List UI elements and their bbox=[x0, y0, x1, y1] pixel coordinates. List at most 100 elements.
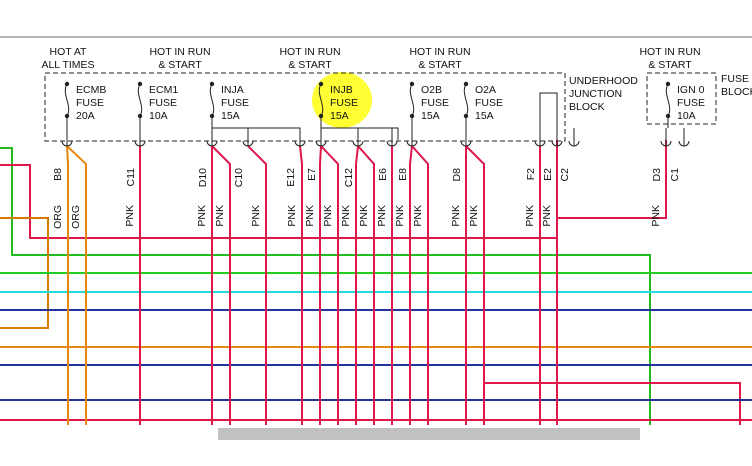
pin-label: F2 bbox=[525, 168, 537, 180]
fuse-label: 10A bbox=[149, 110, 168, 122]
header-text: ALL TIMES bbox=[41, 59, 94, 71]
wire bbox=[409, 145, 413, 425]
wire-color-label: PNK bbox=[376, 205, 388, 227]
wire-color-label: PNK bbox=[541, 205, 553, 227]
pin-label: C11 bbox=[125, 168, 137, 187]
fuse-terminal bbox=[463, 81, 469, 87]
pin-label: D8 bbox=[451, 168, 463, 182]
wire bbox=[357, 145, 375, 425]
wire bbox=[320, 145, 339, 425]
fuse-terminal bbox=[409, 81, 415, 87]
wire-color-label: PNK bbox=[524, 205, 536, 227]
fuse-label: O2A bbox=[475, 84, 496, 96]
pin-label: E8 bbox=[397, 168, 409, 181]
fuse-label: FUSE bbox=[76, 97, 104, 109]
fuse-label: 20A bbox=[76, 110, 95, 122]
wire-color-label: PNK bbox=[340, 205, 352, 227]
pin-label: E6 bbox=[377, 168, 389, 181]
header-text: HOT IN RUN bbox=[639, 46, 700, 58]
wire-color-label: PNK bbox=[358, 205, 370, 227]
wire bbox=[411, 145, 429, 425]
pin-label: D3 bbox=[651, 168, 663, 182]
scrollbar-thumb[interactable] bbox=[218, 428, 640, 440]
fuse-symbol bbox=[209, 83, 215, 128]
block-label: BLOCK bbox=[569, 101, 605, 113]
fuse-label: ECMB bbox=[76, 84, 106, 96]
fuse-symbol bbox=[137, 83, 143, 128]
fuse-label: 15A bbox=[221, 110, 240, 122]
pin-label: E7 bbox=[306, 168, 318, 181]
fuse-terminal bbox=[318, 113, 324, 119]
wire-color-label: PNK bbox=[322, 205, 334, 227]
fuse-terminal bbox=[137, 113, 143, 119]
wire bbox=[66, 145, 87, 425]
header-text: HOT AT bbox=[50, 46, 88, 58]
pin-label: B8 bbox=[52, 168, 64, 181]
wire-color-label: PNK bbox=[286, 205, 298, 227]
fuse-terminal bbox=[409, 113, 415, 119]
fuse-label: 10A bbox=[677, 110, 696, 122]
wire bbox=[211, 145, 231, 425]
fuse-label: ECM1 bbox=[149, 84, 178, 96]
fuse-terminal bbox=[209, 113, 215, 119]
highlight bbox=[312, 72, 372, 128]
wire-color-label: ORG bbox=[70, 205, 82, 229]
header-text: & START bbox=[418, 59, 462, 71]
fuse-symbol bbox=[409, 83, 415, 128]
block-label: UNDERHOOD bbox=[569, 75, 638, 87]
wire bbox=[355, 145, 359, 425]
wire bbox=[299, 145, 303, 425]
header-text: HOT IN RUN bbox=[279, 46, 340, 58]
fuse-label: FUSE bbox=[421, 97, 449, 109]
fuse-label: O2B bbox=[421, 84, 442, 96]
fuse-symbol bbox=[463, 83, 469, 128]
pin-label: C12 bbox=[343, 168, 355, 187]
fuse-terminal bbox=[64, 113, 70, 119]
fuse-label: INJB bbox=[330, 84, 353, 96]
wire-color-label: PNK bbox=[196, 205, 208, 227]
pin-label: C10 bbox=[233, 168, 245, 187]
fuse-symbol bbox=[665, 83, 671, 128]
fuse-label: FUSE bbox=[330, 97, 358, 109]
wire-color-label: ORG bbox=[52, 205, 64, 229]
fuse-terminal bbox=[137, 81, 143, 87]
fuse-label: FUSE bbox=[221, 97, 249, 109]
header-text: HOT IN RUN bbox=[149, 46, 210, 58]
background-wires bbox=[0, 92, 752, 425]
block-label: BLOCK bbox=[721, 86, 752, 98]
wire bbox=[319, 145, 322, 425]
wire-color-label: PNK bbox=[650, 205, 662, 227]
pin-label: C1 bbox=[669, 168, 681, 182]
wire bbox=[66, 145, 69, 425]
fuse-label: FUSE bbox=[475, 97, 503, 109]
pin-label: E12 bbox=[285, 168, 297, 187]
block-label: FUSE bbox=[721, 73, 749, 85]
fuse-label: 15A bbox=[421, 110, 440, 122]
fuse-label: IGN 0 bbox=[677, 84, 705, 96]
fuse-terminal bbox=[318, 81, 324, 87]
header-text: & START bbox=[648, 59, 692, 71]
header-text: & START bbox=[158, 59, 202, 71]
fuse-terminal bbox=[463, 113, 469, 119]
wire-color-label: PNK bbox=[468, 205, 480, 227]
fuse-label: FUSE bbox=[677, 97, 705, 109]
fuse-label: 15A bbox=[330, 110, 349, 122]
wire-color-label: PNK bbox=[412, 205, 424, 227]
wire-color-label: PNK bbox=[214, 205, 226, 227]
pin-label: C2 bbox=[559, 168, 571, 182]
wire-color-label: PNK bbox=[124, 205, 136, 227]
header-text: HOT IN RUN bbox=[409, 46, 470, 58]
fuse-terminal bbox=[64, 81, 70, 87]
fuse-symbol bbox=[64, 83, 70, 128]
block-label: JUNCTION bbox=[569, 88, 622, 100]
wire-color-label: PNK bbox=[304, 205, 316, 227]
fuse-terminal bbox=[665, 113, 671, 119]
pin-label: D10 bbox=[197, 168, 209, 187]
wire bbox=[465, 145, 485, 425]
fuse-label: 15A bbox=[475, 110, 494, 122]
wire-color-label: PNK bbox=[450, 205, 462, 227]
pin-label: E2 bbox=[542, 168, 554, 181]
fuse-terminal bbox=[665, 81, 671, 87]
